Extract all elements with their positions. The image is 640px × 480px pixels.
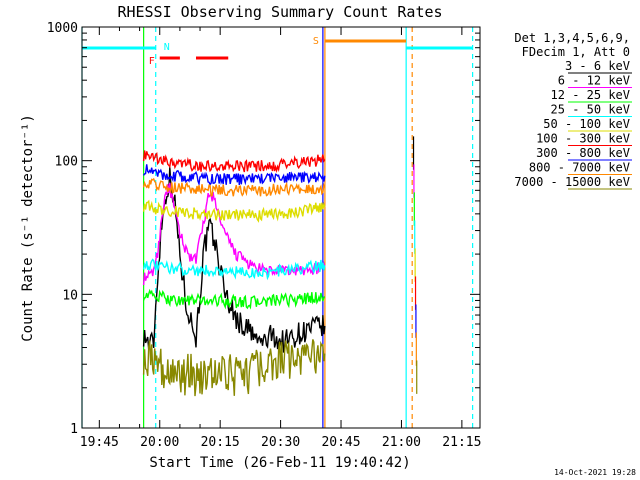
legend-entry-label: 7000 - 15000 keV — [514, 175, 630, 189]
series-line — [142, 167, 326, 353]
y-axis-label: Count Rate (s⁻¹ detector⁻¹) — [20, 114, 36, 342]
x-tick-label: 19:45 — [80, 435, 119, 450]
legend-entry-label: 100 - 300 keV — [536, 132, 630, 146]
legend-entry-label: 12 - 25 keV — [551, 88, 630, 102]
y-tick-label: 1000 — [47, 21, 78, 36]
legend-entry-label: 3 - 6 keV — [565, 59, 630, 73]
legend-header-line-2: FDecim 1, Att 0 — [522, 45, 630, 59]
series-line — [142, 177, 326, 197]
x-axis: 19:45 20:00 20:15 20:30 20:45 21:00 21:15 — [80, 27, 481, 450]
flag-label-night: N — [164, 42, 170, 53]
series-layer — [142, 136, 418, 397]
y-tick-label: 100 — [55, 155, 78, 170]
marker-layer — [81, 27, 474, 428]
series-line — [142, 199, 326, 223]
y-tick-label: 10 — [62, 288, 78, 303]
flag-layer: NF S — [82, 36, 473, 67]
flag-label-SAA: S — [313, 36, 319, 47]
series-line — [142, 150, 326, 174]
x-tick-label: 20:15 — [201, 435, 240, 450]
legend: Det 1,3,4,5,6,9, FDecim 1, Att 0 3 - 6 k… — [514, 31, 632, 190]
y-axis: 1 10 100 1000 — [47, 21, 480, 437]
chart-title: RHESSI Observing Summary Count Rates — [117, 3, 442, 21]
y-tick-label: 1 — [70, 422, 78, 437]
x-tick-label: 21:15 — [442, 435, 481, 450]
series-line — [142, 339, 326, 397]
x-axis-label: Start Time (26-Feb-11 19:40:42) — [149, 455, 410, 471]
series-line — [142, 258, 326, 281]
flag-label-flare: F — [149, 56, 155, 67]
legend-entry-label: 6 - 12 keV — [558, 74, 630, 88]
legend-entry-label: 300 - 800 keV — [536, 146, 630, 160]
series-line — [142, 288, 326, 310]
series-line — [143, 164, 326, 187]
legend-entry-label: 800 - 7000 keV — [529, 161, 630, 175]
x-tick-label: 20:45 — [321, 435, 360, 450]
x-tick-label: 21:00 — [382, 435, 421, 450]
footer-timestamp: 14-Oct-2021 19:28 — [554, 468, 636, 477]
x-tick-label: 20:00 — [140, 435, 179, 450]
x-tick-label: 20:30 — [261, 435, 300, 450]
legend-entry-label: 50 - 100 keV — [543, 117, 630, 131]
legend-entry-label: 25 - 50 keV — [551, 103, 630, 117]
legend-header-line-1: Det 1,3,4,5,6,9, — [514, 31, 630, 45]
